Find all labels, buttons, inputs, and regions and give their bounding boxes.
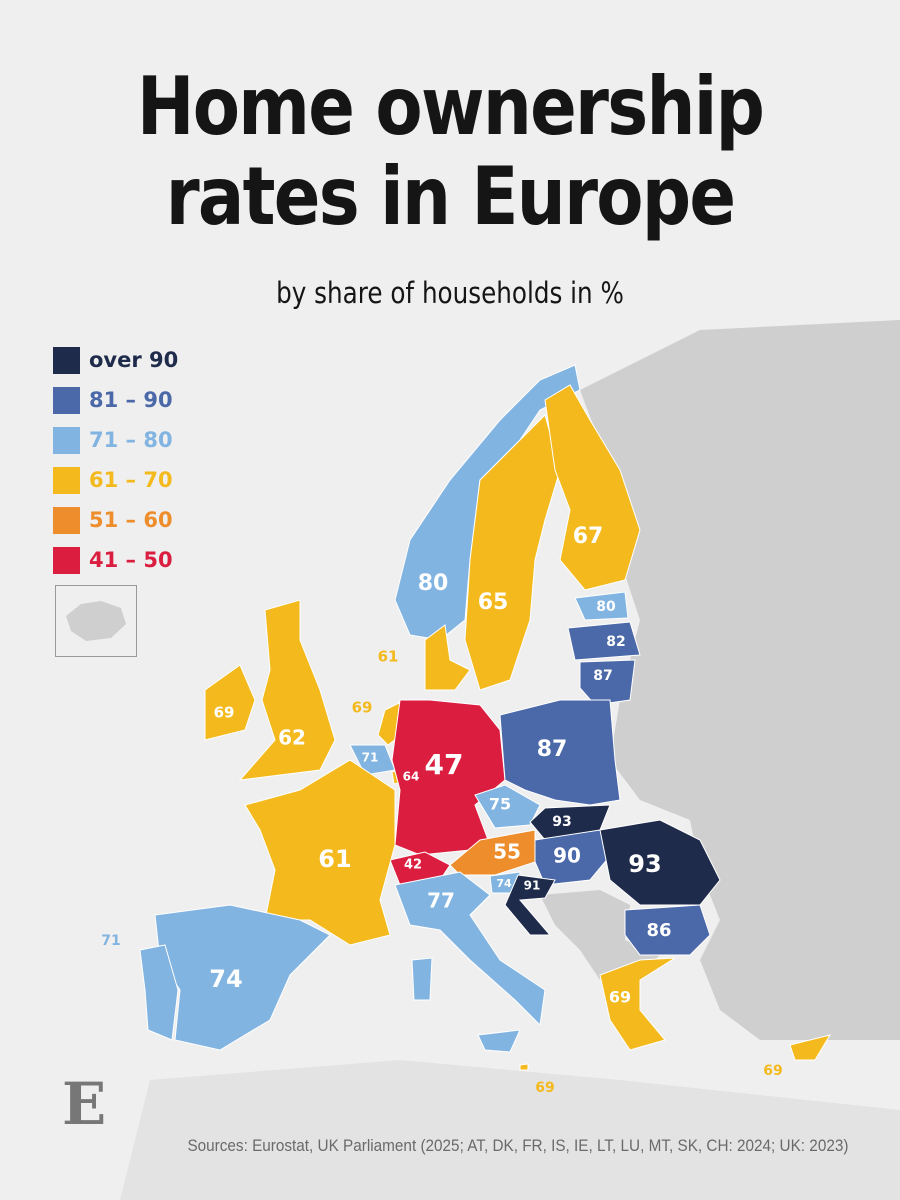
label-NO: 80	[418, 571, 449, 596]
legend-item: 71 – 80	[53, 420, 178, 460]
legend-label: 41 – 50	[89, 548, 173, 572]
label-PL: 87	[537, 737, 568, 762]
label-MT: 69	[535, 1080, 554, 1096]
label-DK: 61	[378, 648, 399, 666]
legend-item: 41 – 50	[53, 540, 178, 580]
country-romania[interactable]	[599, 819, 721, 906]
label-IT: 77	[427, 889, 455, 913]
country-malta[interactable]	[519, 1063, 529, 1071]
country-france[interactable]	[244, 759, 396, 946]
label-SE: 65	[478, 590, 509, 615]
label-FR: 61	[318, 845, 351, 873]
label-PT: 71	[101, 933, 120, 949]
country-cyprus[interactable]	[789, 1034, 832, 1061]
label-HR: 91	[524, 879, 541, 893]
country-denmark[interactable]	[424, 624, 471, 691]
label-CZ: 75	[489, 795, 511, 814]
legend-swatch	[53, 346, 80, 374]
legend-swatch	[53, 386, 80, 414]
country-estonia[interactable]	[574, 591, 629, 621]
legend-swatch	[53, 466, 80, 494]
legend-label: 51 – 60	[89, 508, 173, 532]
country-norway[interactable]	[394, 364, 581, 641]
sources-note: Sources: Eurostat, UK Parliament (2025; …	[187, 1136, 848, 1155]
country-portugal[interactable]	[139, 944, 179, 1041]
country-poland[interactable]	[499, 699, 621, 806]
country-italy[interactable]	[394, 871, 546, 1027]
label-FI: 67	[573, 524, 604, 549]
legend-label: 61 – 70	[89, 468, 173, 492]
title-line-1: Home ownership	[136, 60, 765, 153]
page-title: Home ownership rates in Europe	[63, 62, 837, 242]
label-RO: 93	[628, 850, 661, 878]
land-no-data-balkans	[540, 890, 660, 980]
country-sardinia	[411, 957, 433, 1001]
legend-label: over 90	[89, 348, 179, 372]
country-sweden[interactable]	[464, 414, 561, 691]
country-czechia[interactable]	[474, 784, 541, 829]
country-greece[interactable]	[599, 957, 676, 1051]
legend-swatch	[53, 426, 80, 454]
iceland-shape	[66, 601, 126, 641]
label-SK: 93	[552, 814, 571, 830]
land-no-data-turkey	[700, 950, 900, 1040]
label-SI: 74	[496, 877, 512, 890]
label-UK: 62	[278, 726, 306, 750]
country-finland[interactable]	[544, 384, 641, 591]
label-NL: 69	[352, 699, 373, 717]
legend-label: 81 – 90	[89, 388, 173, 412]
land-no-data-africa	[120, 1060, 900, 1200]
label-BG: 86	[646, 920, 671, 941]
label-GR: 69	[609, 988, 631, 1007]
logo: E	[62, 1070, 107, 1138]
country-sicily	[477, 1029, 521, 1053]
label-HU: 90	[553, 844, 581, 868]
title-line-2: rates in Europe	[165, 150, 736, 243]
label-AT: 55	[493, 840, 521, 864]
label-CY: 69	[763, 1063, 782, 1079]
label-LV: 82	[606, 634, 625, 650]
legend-swatch	[53, 506, 80, 534]
label-BE: 71	[362, 751, 379, 765]
country-latvia[interactable]	[567, 621, 641, 661]
label-DE: 47	[425, 748, 464, 781]
country-lithuania[interactable]	[579, 659, 636, 706]
legend-item: 61 – 70	[53, 460, 178, 500]
legend-item: over 90	[53, 340, 178, 380]
label-CH: 42	[404, 858, 422, 873]
land-no-data	[580, 320, 900, 1010]
legend-item: 51 – 60	[53, 500, 178, 540]
legend-item: 81 – 90	[53, 380, 178, 420]
label-EE: 80	[596, 599, 616, 615]
iceland-inset	[55, 585, 137, 657]
label-LU: 64	[403, 770, 420, 784]
legend: over 90 81 – 90 71 – 80 61 – 70 51 – 60 41 – …	[53, 340, 178, 580]
label-IE: 69	[214, 704, 235, 722]
label-ES: 74	[209, 965, 242, 993]
label-LT: 87	[593, 668, 612, 684]
subtitle: by share of households in %	[276, 276, 624, 310]
legend-label: 71 – 80	[89, 428, 173, 452]
country-croatia[interactable]	[504, 874, 556, 936]
country-bulgaria[interactable]	[624, 904, 711, 956]
country-ireland[interactable]	[204, 664, 256, 741]
country-uk[interactable]	[238, 599, 336, 781]
legend-swatch	[53, 546, 80, 574]
